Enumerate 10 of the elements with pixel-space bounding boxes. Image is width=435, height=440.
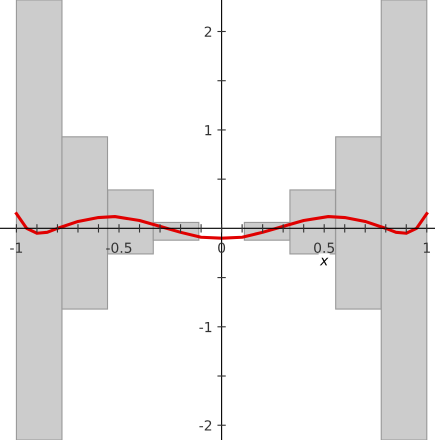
y-tick-label: -1 — [199, 322, 212, 332]
x-tick-label: 0.5 — [314, 242, 334, 254]
x-tick-label: -1 — [10, 242, 22, 253]
y-tick-label: 1 — [205, 125, 212, 136]
x-tick-label: -0.5 — [106, 242, 132, 254]
x-axis-title: x — [320, 258, 328, 266]
line-series — [14, 212, 428, 240]
y-tick-label: -2 — [199, 420, 212, 431]
x-tick-label: 1 — [424, 242, 430, 253]
y-tick-label: 2 — [204, 26, 212, 37]
